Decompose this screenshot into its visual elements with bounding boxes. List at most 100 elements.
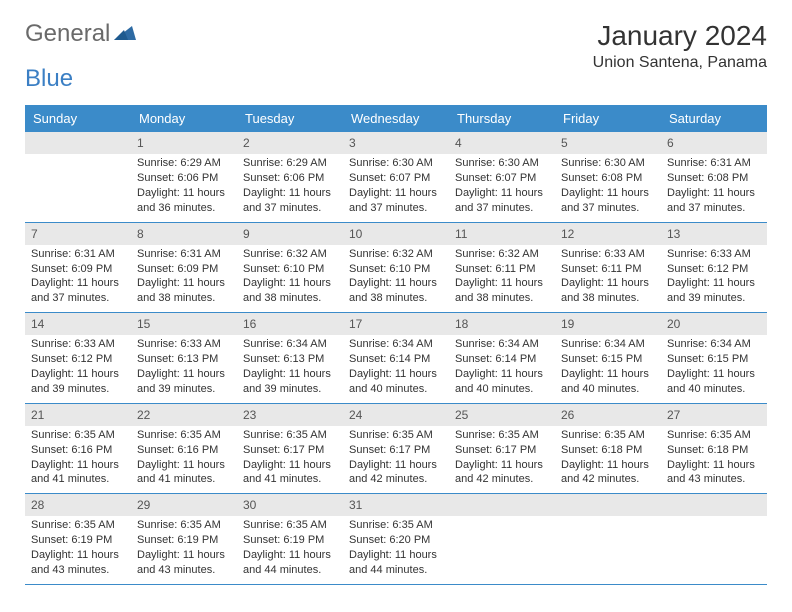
day-cell: 18Sunrise: 6:34 AMSunset: 6:14 PMDayligh…: [449, 313, 555, 403]
day-number: 20: [661, 313, 767, 335]
day-number: 8: [131, 223, 237, 245]
sunrise-line: Sunrise: 6:34 AM: [455, 337, 549, 352]
sunrise-line: Sunrise: 6:35 AM: [349, 518, 443, 533]
daylight-line: Daylight: 11 hours and 37 minutes.: [349, 186, 443, 216]
day-number: [449, 494, 555, 516]
sunset-line: Sunset: 6:07 PM: [349, 171, 443, 186]
sunrise-line: Sunrise: 6:32 AM: [455, 247, 549, 262]
daylight-line: Daylight: 11 hours and 42 minutes.: [455, 458, 549, 488]
day-number: 16: [237, 313, 343, 335]
day-cell: 5Sunrise: 6:30 AMSunset: 6:08 PMDaylight…: [555, 132, 661, 222]
sunset-line: Sunset: 6:09 PM: [31, 262, 125, 277]
daylight-line: Daylight: 11 hours and 37 minutes.: [455, 186, 549, 216]
day-number: 17: [343, 313, 449, 335]
daylight-line: Daylight: 11 hours and 36 minutes.: [137, 186, 231, 216]
sunset-line: Sunset: 6:06 PM: [137, 171, 231, 186]
day-content: Sunrise: 6:34 AMSunset: 6:15 PMDaylight:…: [555, 335, 661, 402]
day-content: Sunrise: 6:35 AMSunset: 6:19 PMDaylight:…: [237, 516, 343, 583]
day-content: Sunrise: 6:31 AMSunset: 6:09 PMDaylight:…: [131, 245, 237, 312]
day-number: 11: [449, 223, 555, 245]
daylight-line: Daylight: 11 hours and 40 minutes.: [667, 367, 761, 397]
weekday-header-cell: Monday: [131, 105, 237, 132]
day-content: Sunrise: 6:35 AMSunset: 6:20 PMDaylight:…: [343, 516, 449, 583]
day-number: 14: [25, 313, 131, 335]
sunset-line: Sunset: 6:14 PM: [349, 352, 443, 367]
day-content: Sunrise: 6:33 AMSunset: 6:12 PMDaylight:…: [25, 335, 131, 402]
day-number: 27: [661, 404, 767, 426]
day-cell: 12Sunrise: 6:33 AMSunset: 6:11 PMDayligh…: [555, 223, 661, 313]
day-content: Sunrise: 6:30 AMSunset: 6:08 PMDaylight:…: [555, 154, 661, 221]
day-cell: 23Sunrise: 6:35 AMSunset: 6:17 PMDayligh…: [237, 404, 343, 494]
sunrise-line: Sunrise: 6:35 AM: [243, 428, 337, 443]
day-number: 12: [555, 223, 661, 245]
day-number: 24: [343, 404, 449, 426]
daylight-line: Daylight: 11 hours and 37 minutes.: [243, 186, 337, 216]
day-cell: [661, 494, 767, 584]
sunrise-line: Sunrise: 6:35 AM: [31, 428, 125, 443]
weekday-header-row: SundayMondayTuesdayWednesdayThursdayFrid…: [25, 105, 767, 132]
daylight-line: Daylight: 11 hours and 38 minutes.: [455, 276, 549, 306]
sunrise-line: Sunrise: 6:31 AM: [31, 247, 125, 262]
day-cell: 16Sunrise: 6:34 AMSunset: 6:13 PMDayligh…: [237, 313, 343, 403]
sunset-line: Sunset: 6:18 PM: [561, 443, 655, 458]
sunset-line: Sunset: 6:07 PM: [455, 171, 549, 186]
week-row: 28Sunrise: 6:35 AMSunset: 6:19 PMDayligh…: [25, 494, 767, 585]
day-cell: 31Sunrise: 6:35 AMSunset: 6:20 PMDayligh…: [343, 494, 449, 584]
sunrise-line: Sunrise: 6:35 AM: [137, 428, 231, 443]
day-content: Sunrise: 6:30 AMSunset: 6:07 PMDaylight:…: [343, 154, 449, 221]
day-content: Sunrise: 6:35 AMSunset: 6:19 PMDaylight:…: [25, 516, 131, 583]
day-content: Sunrise: 6:35 AMSunset: 6:16 PMDaylight:…: [25, 426, 131, 493]
calendar-page: General January 2024 Union Santena, Pana…: [0, 0, 792, 605]
sunrise-line: Sunrise: 6:35 AM: [349, 428, 443, 443]
day-cell: 4Sunrise: 6:30 AMSunset: 6:07 PMDaylight…: [449, 132, 555, 222]
sunrise-line: Sunrise: 6:31 AM: [137, 247, 231, 262]
daylight-line: Daylight: 11 hours and 40 minutes.: [455, 367, 549, 397]
sunrise-line: Sunrise: 6:35 AM: [667, 428, 761, 443]
day-content: Sunrise: 6:34 AMSunset: 6:14 PMDaylight:…: [343, 335, 449, 402]
day-content: Sunrise: 6:35 AMSunset: 6:16 PMDaylight:…: [131, 426, 237, 493]
daylight-line: Daylight: 11 hours and 41 minutes.: [243, 458, 337, 488]
day-content: Sunrise: 6:34 AMSunset: 6:13 PMDaylight:…: [237, 335, 343, 402]
sunrise-line: Sunrise: 6:32 AM: [349, 247, 443, 262]
day-number: 9: [237, 223, 343, 245]
day-content: Sunrise: 6:31 AMSunset: 6:08 PMDaylight:…: [661, 154, 767, 221]
sunset-line: Sunset: 6:20 PM: [349, 533, 443, 548]
day-cell: 6Sunrise: 6:31 AMSunset: 6:08 PMDaylight…: [661, 132, 767, 222]
logo-text-blue: Blue: [25, 65, 73, 92]
day-content: Sunrise: 6:34 AMSunset: 6:14 PMDaylight:…: [449, 335, 555, 402]
day-content: Sunrise: 6:32 AMSunset: 6:10 PMDaylight:…: [343, 245, 449, 312]
daylight-line: Daylight: 11 hours and 43 minutes.: [667, 458, 761, 488]
day-number: [661, 494, 767, 516]
day-cell: 22Sunrise: 6:35 AMSunset: 6:16 PMDayligh…: [131, 404, 237, 494]
week-row: 14Sunrise: 6:33 AMSunset: 6:12 PMDayligh…: [25, 313, 767, 404]
sunset-line: Sunset: 6:13 PM: [243, 352, 337, 367]
day-number: 29: [131, 494, 237, 516]
day-number: [25, 132, 131, 154]
sunrise-line: Sunrise: 6:35 AM: [31, 518, 125, 533]
daylight-line: Daylight: 11 hours and 37 minutes.: [667, 186, 761, 216]
sunset-line: Sunset: 6:17 PM: [455, 443, 549, 458]
day-cell: 26Sunrise: 6:35 AMSunset: 6:18 PMDayligh…: [555, 404, 661, 494]
day-content: Sunrise: 6:29 AMSunset: 6:06 PMDaylight:…: [237, 154, 343, 221]
day-content: Sunrise: 6:30 AMSunset: 6:07 PMDaylight:…: [449, 154, 555, 221]
day-number: 7: [25, 223, 131, 245]
logo-triangle-icon: [114, 22, 136, 40]
daylight-line: Daylight: 11 hours and 44 minutes.: [243, 548, 337, 578]
daylight-line: Daylight: 11 hours and 37 minutes.: [31, 276, 125, 306]
day-cell: 21Sunrise: 6:35 AMSunset: 6:16 PMDayligh…: [25, 404, 131, 494]
day-cell: [25, 132, 131, 222]
day-number: 6: [661, 132, 767, 154]
day-number: 13: [661, 223, 767, 245]
day-content: Sunrise: 6:31 AMSunset: 6:09 PMDaylight:…: [25, 245, 131, 312]
sunrise-line: Sunrise: 6:32 AM: [243, 247, 337, 262]
daylight-line: Daylight: 11 hours and 42 minutes.: [561, 458, 655, 488]
day-cell: 30Sunrise: 6:35 AMSunset: 6:19 PMDayligh…: [237, 494, 343, 584]
day-content: Sunrise: 6:29 AMSunset: 6:06 PMDaylight:…: [131, 154, 237, 221]
sunrise-line: Sunrise: 6:35 AM: [137, 518, 231, 533]
day-number: 31: [343, 494, 449, 516]
sunset-line: Sunset: 6:19 PM: [31, 533, 125, 548]
sunrise-line: Sunrise: 6:34 AM: [349, 337, 443, 352]
sunrise-line: Sunrise: 6:33 AM: [561, 247, 655, 262]
day-content: Sunrise: 6:35 AMSunset: 6:18 PMDaylight:…: [555, 426, 661, 493]
daylight-line: Daylight: 11 hours and 38 minutes.: [349, 276, 443, 306]
